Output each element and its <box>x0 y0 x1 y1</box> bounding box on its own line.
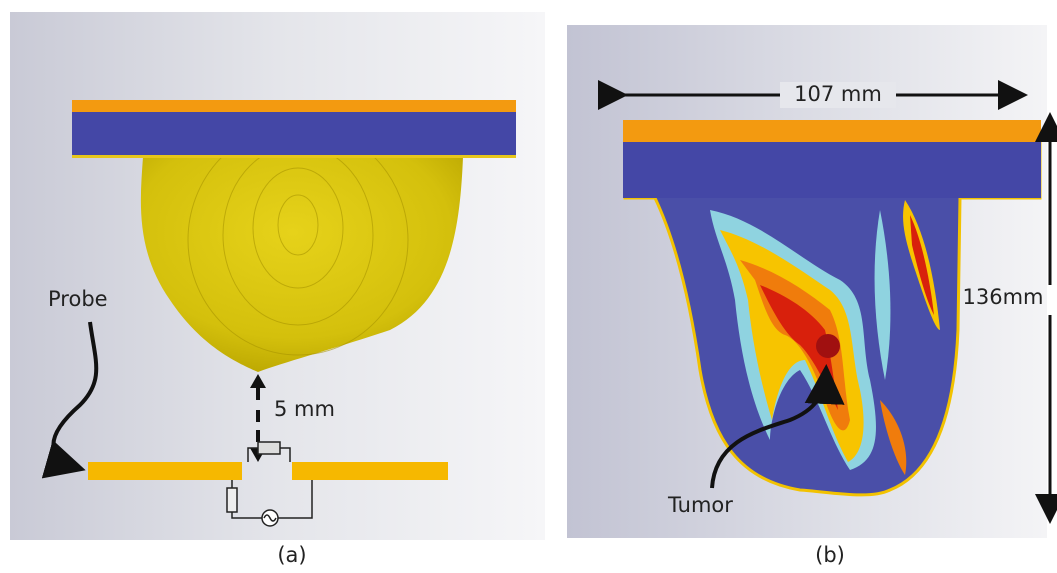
circuit <box>227 488 237 512</box>
width-label: 107 mm <box>794 82 882 106</box>
panel-b: 107 mm 136mm Tumor (b) <box>567 25 1050 567</box>
figure: 5 mm Probe (a) <box>0 0 1057 573</box>
top-plate-blue <box>72 112 516 155</box>
circuit <box>258 442 280 454</box>
tumor <box>816 334 840 358</box>
height-label: 136mm <box>963 285 1044 309</box>
top-plate-orange <box>623 120 1041 142</box>
probe-plate <box>292 462 448 480</box>
tumor-label: Tumor <box>667 493 733 517</box>
top-plate-orange <box>72 100 516 112</box>
distance-label: 5 mm <box>274 397 335 421</box>
panel-a: 5 mm Probe (a) <box>10 12 545 567</box>
top-plate-blue <box>623 142 1041 198</box>
caption-b: (b) <box>815 543 845 567</box>
probe-plate <box>88 462 242 480</box>
probe-label: Probe <box>48 287 108 311</box>
top-plate-edge <box>72 155 516 158</box>
caption-a: (a) <box>277 543 306 567</box>
